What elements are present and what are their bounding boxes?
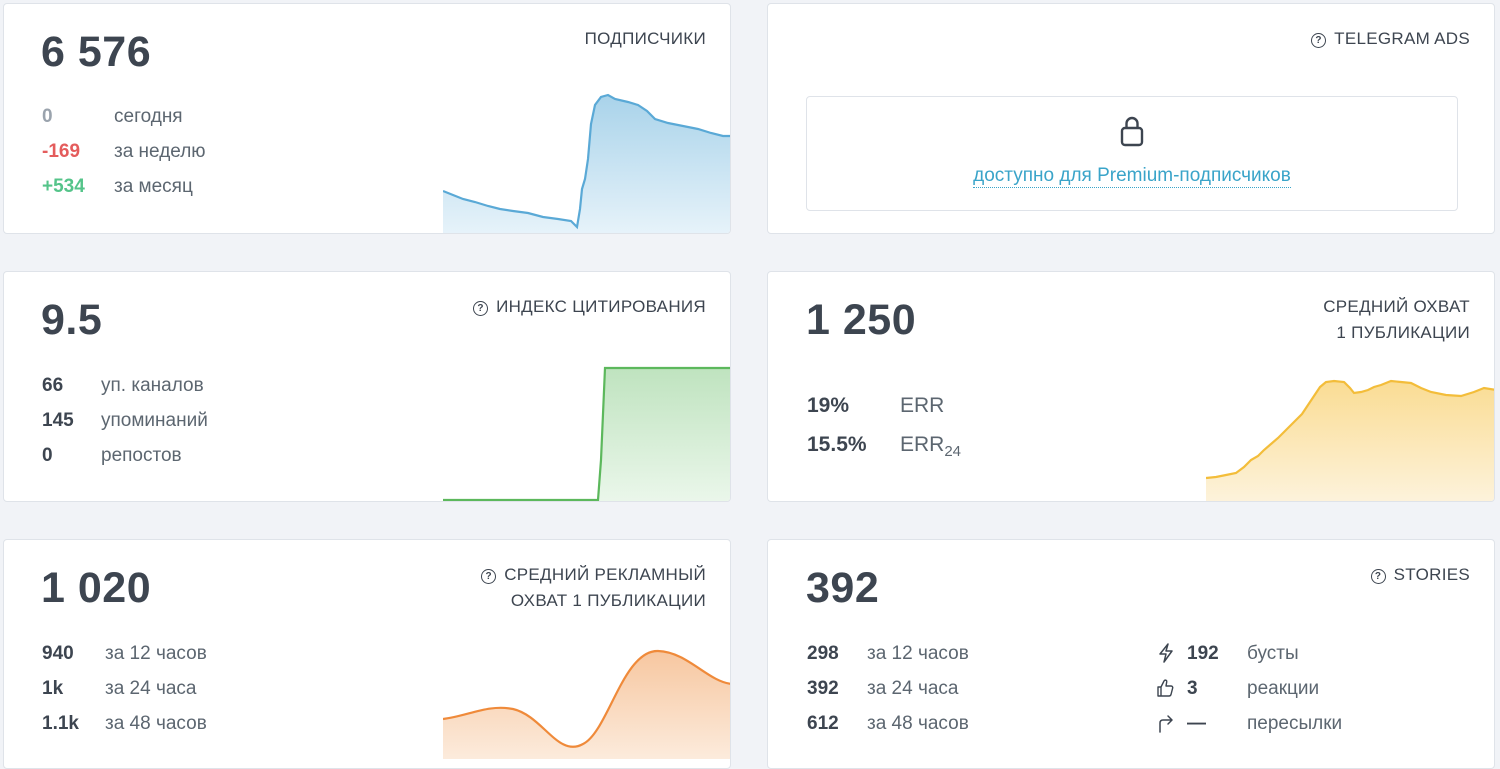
avg-reach-title-line2: 1 ПУБЛИКАЦИИ	[1336, 323, 1470, 342]
stories-card[interactable]: 392 ? STORIES 298 за 12 часов 392 за 24 ч…	[767, 539, 1495, 769]
stat-value: 145	[42, 410, 74, 431]
lock-icon	[1120, 116, 1144, 147]
stat-value: 392	[807, 678, 839, 699]
help-icon[interactable]: ?	[481, 569, 497, 584]
stat-label: ERR24	[900, 433, 961, 464]
telegram-ads-title: ? TELEGRAM ADS	[1311, 26, 1470, 52]
citation-index-sparkline	[443, 366, 730, 501]
stat-label: репостов	[101, 445, 182, 466]
stat-label: бусты	[1247, 643, 1299, 664]
err-text: ERR	[900, 433, 945, 456]
stat-value: 940	[42, 643, 74, 664]
stat-label: реакции	[1247, 678, 1320, 699]
subscribers-title: ПОДПИСЧИКИ	[584, 29, 706, 48]
share-arrow-icon	[1159, 715, 1173, 733]
premium-link[interactable]: доступно для Premium-подписчиков	[807, 165, 1457, 188]
stat-value: 1.1k	[42, 713, 79, 734]
help-icon[interactable]: ?	[1370, 569, 1386, 584]
stat-label: за 24 часа	[105, 678, 197, 699]
stat-value: 192	[1187, 643, 1219, 664]
citation-index-total: 9.5	[41, 296, 103, 344]
stat-value: 1k	[42, 678, 64, 699]
lightning-icon	[1159, 643, 1173, 663]
citation-index-card[interactable]: 9.5 ? ИНДЕКС ЦИТИРОВАНИЯ 66 уп. каналов 1…	[3, 271, 731, 502]
stat-value: 0	[42, 106, 53, 127]
stat-value: 15.5%	[807, 433, 867, 456]
stat-label: за неделю	[114, 141, 206, 162]
stat-label: за 48 часов	[867, 713, 969, 734]
stat-label: за месяц	[114, 176, 193, 197]
premium-link-text[interactable]: доступно для Premium-подписчиков	[973, 165, 1291, 188]
stat-label: уп. каналов	[101, 375, 204, 396]
subscribers-card[interactable]: 6 576 ПОДПИСЧИКИ 0 сегодня -169 за недел…	[3, 3, 731, 234]
avg-reach-sparkline	[1206, 379, 1494, 501]
stat-label: за 12 часов	[105, 643, 207, 664]
avg-ad-reach-title-line1: СРЕДНИЙ РЕКЛАМНЫЙ	[504, 565, 706, 584]
avg-reach-title-line1: СРЕДНИЙ ОХВАТ	[1323, 297, 1470, 316]
avg-ad-reach-total: 1 020	[41, 564, 152, 612]
avg-ad-reach-title-line2: ОХВАТ 1 ПУБЛИКАЦИИ	[510, 591, 706, 610]
help-icon[interactable]: ?	[1311, 33, 1327, 48]
stat-label: за 24 часа	[867, 678, 959, 699]
stat-label: за 48 часов	[105, 713, 207, 734]
stat-label: пересылки	[1247, 713, 1343, 734]
err-subscript: 24	[944, 443, 962, 461]
stat-value: -169	[42, 141, 81, 162]
stat-value: 3	[1187, 678, 1198, 699]
avg-ad-reach-card[interactable]: 1 020 ? СРЕДНИЙ РЕКЛАМНЫЙ ОХВАТ 1 ПУБЛИКА…	[3, 539, 731, 769]
stat-value: 612	[807, 713, 839, 734]
avg-reach-card[interactable]: 1 250 СРЕДНИЙ ОХВАТ 1 ПУБЛИКАЦИИ 19% ERR…	[767, 271, 1495, 502]
stories-title-text: STORIES	[1393, 565, 1470, 584]
subscribers-sparkline	[443, 93, 730, 233]
stories-total: 392	[806, 564, 880, 612]
stat-label: за 12 часов	[867, 643, 969, 664]
avg-ad-reach-title: ? СРЕДНИЙ РЕКЛАМНЫЙ ОХВАТ 1 ПУБЛИКАЦИИ	[481, 562, 706, 614]
avg-reach-total: 1 250	[806, 296, 917, 344]
citation-index-title: ? ИНДЕКС ЦИТИРОВАНИЯ	[473, 294, 706, 320]
telegram-ads-card[interactable]: ? TELEGRAM ADS доступно для Premium-подпи…	[767, 3, 1495, 234]
stat-value: +534	[42, 176, 85, 197]
help-icon[interactable]: ?	[473, 301, 489, 316]
premium-lock-box: доступно для Premium-подписчиков	[806, 96, 1458, 211]
telegram-ads-title-text: TELEGRAM ADS	[1334, 29, 1470, 48]
stat-value: 0	[42, 445, 53, 466]
stat-label: упоминаний	[101, 410, 208, 431]
citation-index-title-text: ИНДЕКС ЦИТИРОВАНИЯ	[496, 297, 706, 316]
stat-label: сегодня	[114, 106, 183, 127]
avg-ad-reach-sparkline	[443, 649, 730, 759]
thumbs-up-icon	[1157, 679, 1174, 697]
stat-value: —	[1187, 713, 1206, 734]
subscribers-total: 6 576	[41, 28, 152, 76]
stat-value: 19%	[807, 394, 850, 417]
stat-value: 66	[42, 375, 64, 396]
stat-value: 298	[807, 643, 839, 664]
stat-label: ERR	[900, 394, 945, 417]
avg-reach-title: СРЕДНИЙ ОХВАТ 1 ПУБЛИКАЦИИ	[1323, 294, 1470, 346]
stories-title: ? STORIES	[1370, 562, 1470, 588]
